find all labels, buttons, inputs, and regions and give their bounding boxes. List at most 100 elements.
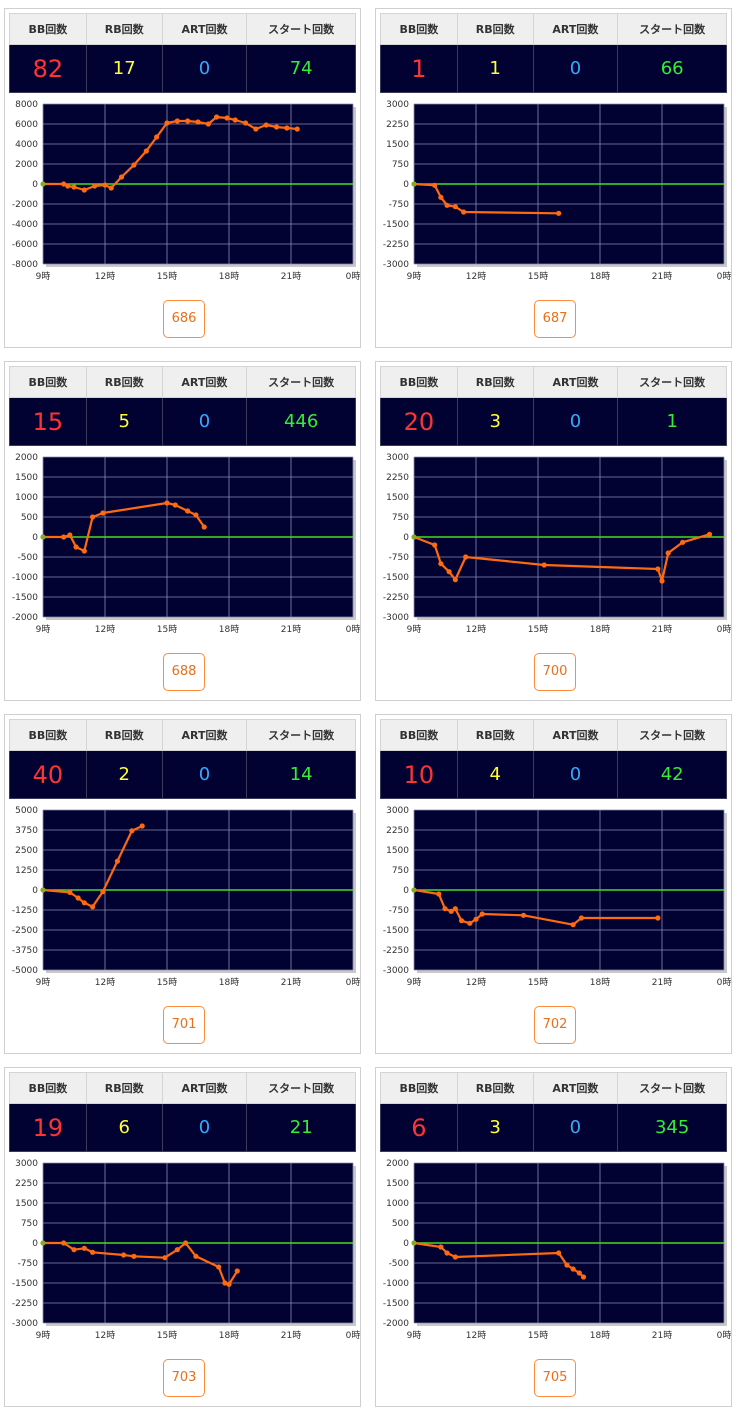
x-tick-label: 15時 [157,624,177,635]
data-point [655,915,661,921]
art-count: 0 [161,1103,248,1152]
data-point [556,1250,562,1256]
machine-number-button[interactable]: 702 [534,1006,576,1044]
bb-count: 15 [9,397,87,446]
rb-header: RB回数 [456,13,534,45]
art-header: ART回数 [532,366,619,398]
y-tick-label: -5000 [12,966,38,976]
data-point [580,1274,587,1280]
y-tick-label: 1500 [15,473,38,483]
x-tick-label: 9時 [36,1330,51,1341]
art-header: ART回数 [532,719,619,751]
data-point [458,918,465,924]
data-point [226,1281,232,1287]
data-point [294,126,300,132]
bb-header: BB回数 [9,1072,87,1104]
x-tick-label: 12時 [95,977,115,988]
x-tick-label: 18時 [590,1330,610,1341]
x-tick-label: 9時 [36,624,51,635]
y-tick-label: 4000 [15,140,38,150]
x-tick-label: 12時 [95,1330,115,1341]
data-point [452,906,458,912]
y-tick-label: -3000 [383,966,409,976]
y-tick-label: -1000 [12,573,38,583]
start-header: スタート回数 [617,1072,727,1104]
data-point [570,922,576,928]
data-point [185,118,191,124]
y-tick-label: 750 [392,160,409,170]
art-count: 0 [161,750,248,799]
machine-number-button[interactable]: 705 [534,1359,576,1397]
machine-number-button[interactable]: 688 [163,653,205,691]
start-count: 74 [246,44,356,93]
y-tick-label: 3000 [386,806,409,816]
data-point [438,1244,444,1250]
data-point [67,532,73,538]
data-point [473,916,479,922]
bb-header: BB回数 [9,366,87,398]
data-point [541,562,547,568]
data-point [40,1240,46,1246]
y-tick-label: 2250 [386,473,409,483]
start-count: 21 [246,1103,356,1152]
data-point [463,554,469,560]
x-tick-label: 9時 [407,624,422,635]
stats-table: BB回数 RB回数 ART回数 スタート回数 10 4 0 42 [380,719,727,799]
rb-header: RB回数 [456,366,534,398]
rb-header: RB回数 [85,719,163,751]
art-header: ART回数 [161,1072,248,1104]
machine-number-button[interactable]: 700 [534,653,576,691]
x-tick-label: 9時 [407,1330,422,1341]
machine-number-button[interactable]: 703 [163,1359,205,1397]
data-point [411,534,417,540]
art-count: 0 [161,44,248,93]
y-tick-label: -1250 [12,906,38,916]
y-tick-label: 0 [403,1239,409,1249]
art-count: 0 [532,750,619,799]
bb-count: 19 [9,1103,87,1152]
start-count: 1 [617,397,727,446]
machine-number-button[interactable]: 686 [163,300,205,338]
data-point [164,500,170,506]
data-point [185,508,191,514]
y-tick-label: -750 [389,553,410,563]
machine-number-button[interactable]: 687 [534,300,576,338]
machine-card: BB回数 RB回数 ART回数 スタート回数 82 17 0 74 686 8000 6000 400… [4,8,361,348]
x-tick-label: 12時 [95,271,115,282]
data-point [118,174,125,180]
bb-header: BB回数 [380,13,458,45]
art-header: ART回数 [532,13,619,45]
data-point [444,202,450,208]
y-tick-label: -1500 [12,1279,38,1289]
x-tick-label: 21時 [281,1330,301,1341]
data-point [665,550,671,556]
x-tick-label: 21時 [652,1330,672,1341]
stats-table: BB回数 RB回数 ART回数 スタート回数 6 3 0 345 [380,1072,727,1152]
data-point [232,117,238,123]
art-header: ART回数 [161,13,248,45]
x-tick-label: 18時 [590,977,610,988]
data-point [444,1250,450,1256]
rb-count: 1 [456,44,534,93]
data-point [706,531,713,537]
x-tick-label: 18時 [219,977,239,988]
x-tick-label: 0時 [717,1330,732,1341]
y-tick-label: 2250 [386,826,409,836]
machine-card: BB回数 RB回数 ART回数 スタート回数 19 6 0 21 703 3000 2250 1500… [4,1067,361,1407]
series-line [413,533,710,583]
start-header: スタート回数 [246,719,356,751]
rb-header: RB回数 [85,13,163,45]
y-tick-label: 1500 [15,1199,38,1209]
y-tick-label: 500 [21,513,38,523]
data-point [71,184,77,190]
bb-count: 82 [9,44,87,93]
y-tick-label: 750 [21,1219,38,1229]
y-tick-label: 0 [403,886,409,896]
machine-number-button[interactable]: 701 [163,1006,205,1044]
data-point [139,823,145,829]
x-tick-label: 12時 [466,624,486,635]
data-point [100,889,106,895]
data-point [81,548,87,554]
x-tick-label: 21時 [652,271,672,282]
data-point [183,1240,189,1246]
